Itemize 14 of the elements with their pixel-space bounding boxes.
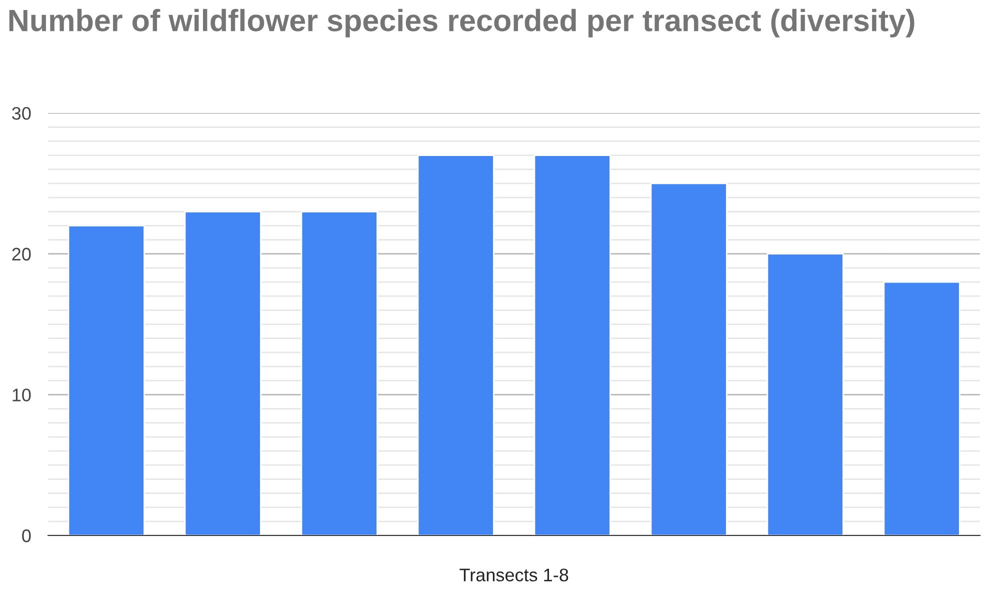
bar bbox=[650, 182, 728, 536]
bar bbox=[417, 154, 494, 536]
bar bbox=[883, 281, 960, 536]
bar bbox=[300, 210, 378, 536]
y-tick-label: 0 bbox=[22, 529, 31, 542]
bar bbox=[766, 253, 844, 536]
y-tick-label: 30 bbox=[12, 106, 31, 120]
bar bbox=[534, 154, 611, 536]
bar bbox=[184, 210, 262, 536]
chart-title: Number of wildflower species recorded per transect (diversity) bbox=[9, 8, 914, 38]
bar bbox=[68, 225, 145, 536]
y-tick-label: 20 bbox=[12, 248, 31, 261]
x-axis-title: Transects 1-8 bbox=[460, 568, 568, 582]
y-tick-label: 10 bbox=[12, 388, 31, 402]
